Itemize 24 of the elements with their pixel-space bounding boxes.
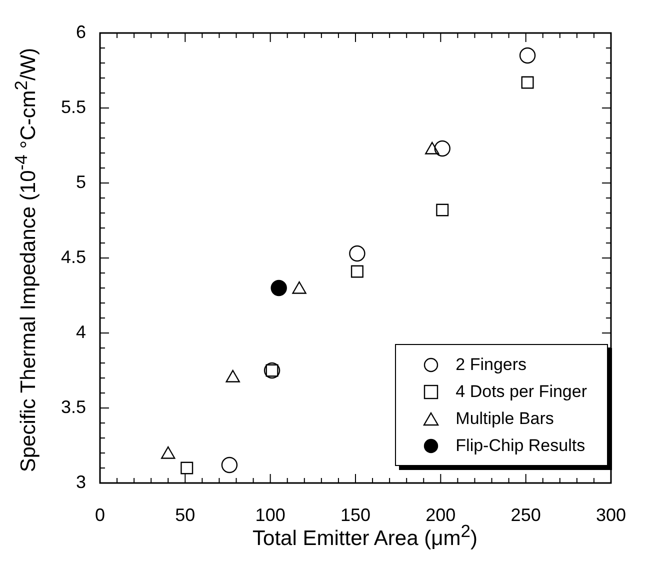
legend-label: Flip-Chip Results: [456, 435, 586, 457]
point: [349, 245, 366, 262]
point: [350, 265, 364, 278]
x-tick-label: 50: [175, 504, 196, 525]
point: [434, 140, 450, 157]
y-tick-label: 3: [76, 472, 86, 492]
point: [180, 462, 194, 474]
x-tick-label: 250: [510, 504, 541, 525]
y-tick-label: 6: [76, 22, 86, 42]
y-tick-label: 5.5: [60, 96, 86, 117]
point: [270, 280, 287, 296]
legend-label: 2 Fingers: [456, 354, 527, 376]
y-tick-label: 3.5: [60, 396, 86, 417]
y-tick-label: 4: [76, 322, 86, 342]
point: [519, 47, 536, 64]
legend-label: Multiple Bars: [456, 408, 554, 430]
x-tick-label: 0: [94, 504, 106, 525]
point: [436, 204, 449, 216]
y-tick-label: 4.5: [60, 246, 86, 267]
point: [221, 456, 238, 474]
point: [521, 76, 534, 89]
legend-label: 4 Dots per Finger: [456, 381, 587, 403]
x-tick-label: 300: [596, 504, 626, 525]
y-tick-label: 5: [76, 172, 86, 192]
